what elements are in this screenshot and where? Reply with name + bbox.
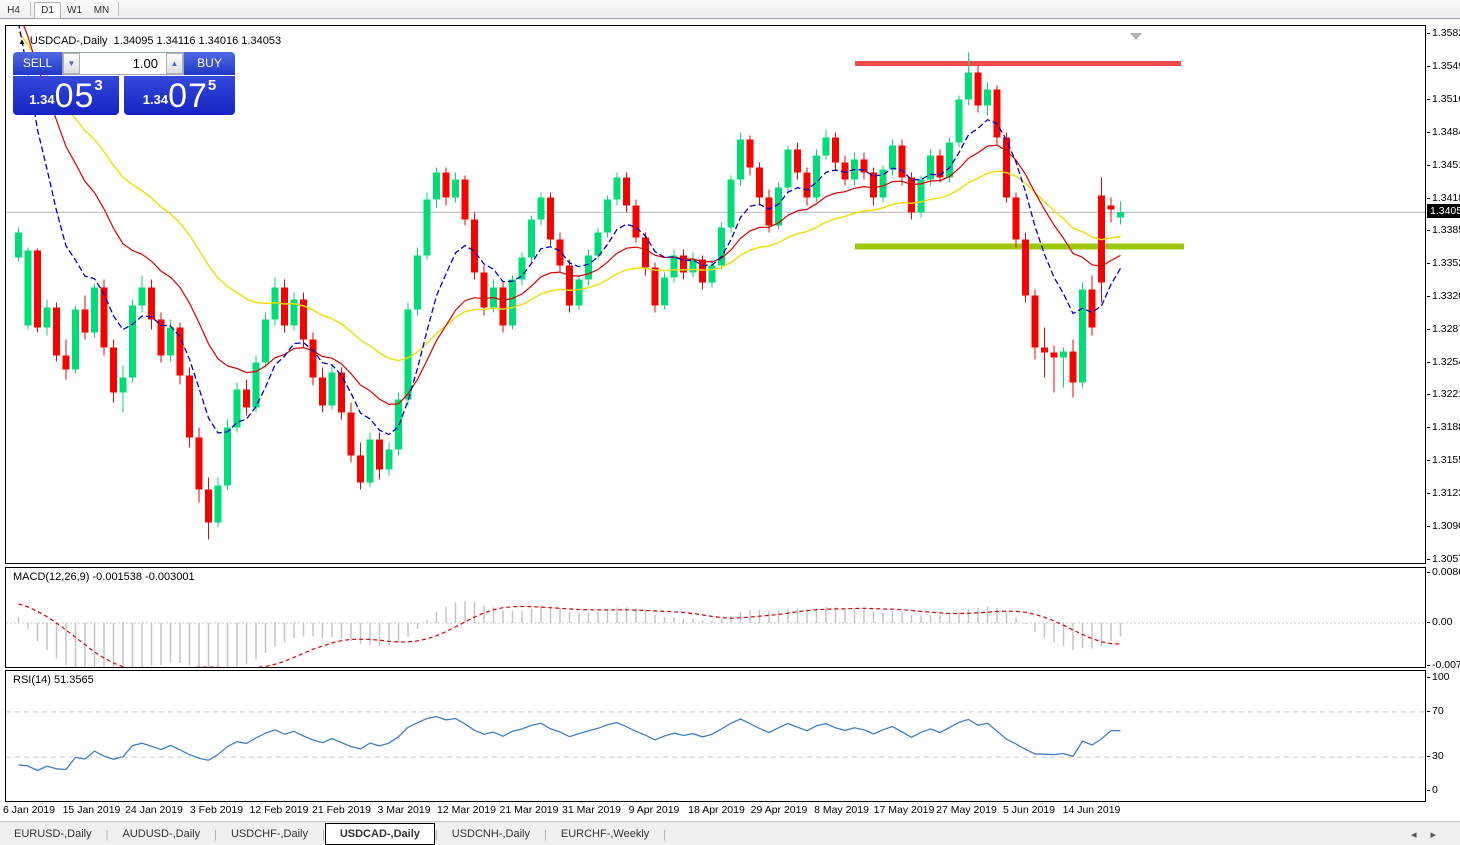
rsi-axis-label: 30 — [1427, 750, 1444, 763]
ohlc-values: 1.34095 1.34116 1.34016 1.34053 — [113, 35, 282, 47]
rsi-indicator-label: RSI(14) 51.3565 — [13, 674, 94, 686]
macd-indicator-label: MACD(12,26,9) -0.001538 -0.003001 — [13, 571, 195, 583]
price-axis-label: 1.34180 — [1427, 192, 1460, 204]
rsi-pane[interactable]: RSI(14) 51.3565 — [5, 670, 1426, 802]
sell-price-prefix: 1.34 — [29, 92, 55, 107]
date-axis-label: 6 Jan 2019 — [3, 804, 55, 816]
chart-title: ▲ USDCAD-,Daily 1.34095 1.34116 1.34016 1… — [18, 35, 281, 47]
chart-window: ▲ USDCAD-,Daily 1.34095 1.34116 1.34016 1… — [0, 20, 1460, 821]
price-axis-label: 1.30570 — [1427, 553, 1460, 565]
chart-tab-usdcad[interactable]: USDCAD-,Daily — [324, 823, 435, 845]
price-axis-label: 1.33855 — [1427, 224, 1460, 236]
sell-price-sup: 3 — [94, 77, 103, 94]
date-axis-label: 31 Mar 2019 — [562, 804, 621, 816]
price-axis-label: 1.32215 — [1427, 388, 1460, 400]
symbol-period-label: USDCAD-,Daily — [29, 35, 108, 47]
price-axis-label: 1.33525 — [1427, 257, 1460, 269]
macd-axis-label: 0.00 — [1426, 616, 1453, 628]
macd-axis-label: -0.007404 — [1426, 659, 1460, 671]
buy-price-sup: 5 — [207, 77, 217, 94]
date-axis-label: 21 Mar 2019 — [499, 804, 559, 816]
volume-decrease-button[interactable]: ▼ — [63, 53, 80, 74]
buy-button[interactable]: BUY — [184, 52, 235, 75]
chart-tab-audusd[interactable]: AUDUSD-,Daily — [122, 828, 201, 840]
buy-price-prefix: 1.34 — [142, 92, 169, 107]
current-price-tag: 1.34053 — [1427, 204, 1460, 219]
timeframe-button-d1[interactable]: D1 — [34, 2, 61, 19]
date-axis-label: 29 Apr 2019 — [750, 804, 808, 816]
volume-stepper: ▼ 1.00 ▲ — [62, 52, 184, 75]
timeframe-toolbar: H4 D1 W1 MN — [0, 0, 1460, 19]
chart-tab-usdchf[interactable]: USDCHF-,Daily — [230, 828, 308, 840]
price-axis-label: 1.32540 — [1427, 356, 1460, 368]
price-axis-label: 1.35495 — [1427, 60, 1460, 72]
tab-separator: | — [544, 829, 547, 841]
tab-scroll-arrows[interactable]: ◂▸ — [1410, 829, 1450, 841]
price-axis-label: 1.34840 — [1427, 126, 1460, 138]
toolbar-separator — [30, 2, 31, 16]
price-axis-label: 1.35825 — [1427, 27, 1460, 39]
scroll-to-end-icon[interactable] — [1130, 33, 1142, 40]
tab-separator: | — [105, 829, 109, 841]
sell-price-box[interactable]: 1.34 05 3 — [13, 76, 119, 115]
macd-indicator-values: -0.001538 -0.003001 — [92, 571, 195, 583]
price-axis-label: 1.34510 — [1427, 159, 1460, 171]
date-axis-label: 12 Feb 2019 — [249, 804, 309, 816]
date-axis-label: 18 Apr 2019 — [688, 804, 745, 816]
price-axis-label: 1.35165 — [1427, 93, 1460, 105]
price-axis-label: 1.30900 — [1427, 520, 1460, 532]
price-axis-label: 1.32870 — [1427, 323, 1460, 335]
date-axis-label: 17 May 2019 — [873, 804, 935, 816]
rsi-axis-label: 100 — [1427, 671, 1450, 683]
timeframe-button-w1[interactable]: W1 — [67, 5, 82, 16]
date-axis-label: 8 May 2019 — [814, 804, 869, 816]
rsi-axis-label: 70 — [1427, 704, 1444, 717]
date-axis-label: 27 May 2019 — [936, 804, 997, 816]
date-axis-label: 9 Apr 2019 — [628, 804, 680, 816]
price-axis-label: 1.33200 — [1427, 290, 1460, 302]
tab-separator: | — [434, 829, 438, 841]
macd-chart[interactable] — [6, 568, 1425, 667]
chart-tab-eurusd[interactable]: EURUSD-,Daily — [14, 828, 92, 840]
timeframe-button-h4[interactable]: H4 — [7, 5, 20, 16]
date-axis-label: 3 Feb 2019 — [189, 804, 244, 816]
buy-price-big: 07 — [168, 77, 208, 115]
macd-axis-label: 0.008686 — [1427, 566, 1460, 578]
tab-separator: | — [321, 829, 325, 841]
chart-tab-eurchf[interactable]: EURCHF-,Weekly — [560, 828, 650, 840]
toolbar-separator — [118, 2, 119, 16]
chart-tab-bar: EURUSD-,Daily | AUDUSD-,Daily | USDCHF-,Dail… — [0, 821, 1460, 845]
price-pane[interactable]: ▲ USDCAD-,Daily 1.34095 1.34116 1.34016 1… — [5, 25, 1426, 564]
volume-input[interactable]: 1.00 — [80, 53, 166, 74]
price-axis-label: 1.31230 — [1427, 487, 1460, 499]
candlestick-chart[interactable] — [6, 26, 1425, 563]
date-axis-label: 24 Jan 2019 — [125, 804, 183, 816]
sell-button[interactable]: SELL — [13, 52, 62, 75]
date-axis-label: 3 Mar 2019 — [377, 804, 431, 816]
rsi-chart[interactable] — [6, 671, 1425, 801]
price-axis-label: 1.31885 — [1427, 421, 1460, 433]
date-axis-label: 21 Feb 2019 — [312, 804, 371, 816]
macd-pane[interactable]: MACD(12,26,9) -0.001538 -0.003001 — [5, 567, 1426, 668]
volume-increase-button[interactable]: ▲ — [166, 53, 183, 74]
sell-price-big: 05 — [54, 77, 95, 115]
date-axis-label: 14 Jun 2019 — [1062, 804, 1121, 816]
price-axis-label: 1.31555 — [1427, 454, 1460, 466]
collapse-triangle-icon[interactable]: ▲ — [18, 37, 26, 46]
chart-tab-usdcnh[interactable]: USDCNH-,Daily — [451, 828, 530, 840]
buy-price-box[interactable]: 1.34 07 5 — [124, 76, 235, 115]
one-click-trading-panel: SELL ▼ 1.00 ▲ BUY 1.34 05 3 1.34 07 5 — [13, 52, 235, 115]
date-axis-label: 5 Jun 2019 — [1003, 804, 1055, 816]
rsi-axis-label: 0 — [1427, 784, 1438, 796]
date-axis-label: 12 Mar 2019 — [437, 804, 496, 816]
tab-separator: | — [663, 829, 667, 841]
tab-separator: | — [214, 829, 217, 841]
rsi-indicator-value: 51.3565 — [53, 674, 94, 686]
timeframe-button-mn[interactable]: MN — [93, 5, 110, 16]
date-axis-label: 15 Jan 2019 — [62, 804, 121, 816]
